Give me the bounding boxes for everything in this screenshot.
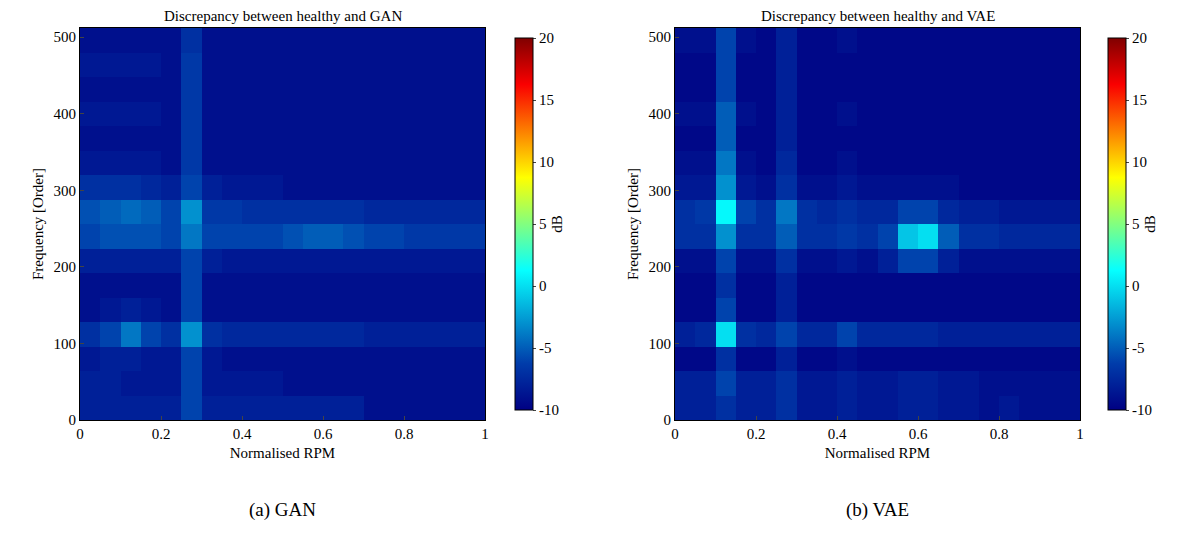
- svg-text:0: 0: [539, 278, 547, 294]
- svg-text:Normalised RPM: Normalised RPM: [825, 445, 930, 461]
- svg-text:-10: -10: [1132, 402, 1152, 418]
- svg-text:100: 100: [649, 336, 672, 352]
- svg-text:-5: -5: [1132, 340, 1145, 356]
- svg-text:0.4: 0.4: [233, 426, 252, 442]
- svg-text:0: 0: [69, 412, 77, 428]
- svg-text:1: 1: [1076, 426, 1084, 442]
- svg-text:15: 15: [1132, 92, 1147, 108]
- svg-text:-10: -10: [539, 402, 559, 418]
- svg-text:dB: dB: [1142, 215, 1158, 233]
- svg-text:100: 100: [54, 336, 77, 352]
- svg-text:10: 10: [1132, 154, 1147, 170]
- svg-text:200: 200: [54, 259, 77, 275]
- svg-text:200: 200: [649, 259, 672, 275]
- svg-text:500: 500: [54, 29, 77, 45]
- svg-text:300: 300: [649, 183, 672, 199]
- svg-text:400: 400: [54, 106, 77, 122]
- svg-text:0.8: 0.8: [395, 426, 414, 442]
- svg-text:500: 500: [649, 29, 672, 45]
- svg-text:10: 10: [539, 154, 554, 170]
- svg-text:Frequency [Order]: Frequency [Order]: [625, 168, 641, 280]
- svg-text:0.6: 0.6: [314, 426, 333, 442]
- svg-text:Frequency [Order]: Frequency [Order]: [30, 168, 46, 280]
- svg-text:0.2: 0.2: [152, 426, 171, 442]
- svg-text:15: 15: [539, 92, 554, 108]
- svg-text:-5: -5: [539, 340, 552, 356]
- svg-text:0.8: 0.8: [990, 426, 1009, 442]
- svg-text:0.6: 0.6: [909, 426, 928, 442]
- svg-text:Normalised RPM: Normalised RPM: [230, 445, 335, 461]
- svg-text:Discrepancy between healthy an: Discrepancy between healthy and GAN: [164, 8, 402, 24]
- svg-text:0: 0: [76, 426, 84, 442]
- svg-text:0.2: 0.2: [747, 426, 766, 442]
- svg-text:400: 400: [649, 106, 672, 122]
- svg-text:(b) VAE: (b) VAE: [846, 499, 909, 521]
- svg-text:20: 20: [539, 30, 554, 46]
- svg-text:Discrepancy between healthy an: Discrepancy between healthy and VAE: [761, 8, 995, 24]
- svg-text:0: 0: [664, 412, 672, 428]
- svg-text:5: 5: [1132, 216, 1140, 232]
- svg-text:0.4: 0.4: [828, 426, 847, 442]
- svg-text:dB: dB: [549, 215, 565, 233]
- svg-text:300: 300: [54, 183, 77, 199]
- svg-text:20: 20: [1132, 30, 1147, 46]
- svg-text:0: 0: [671, 426, 679, 442]
- svg-text:1: 1: [481, 426, 489, 442]
- svg-text:(a) GAN: (a) GAN: [249, 499, 316, 521]
- svg-text:5: 5: [539, 216, 547, 232]
- svg-text:0: 0: [1132, 278, 1140, 294]
